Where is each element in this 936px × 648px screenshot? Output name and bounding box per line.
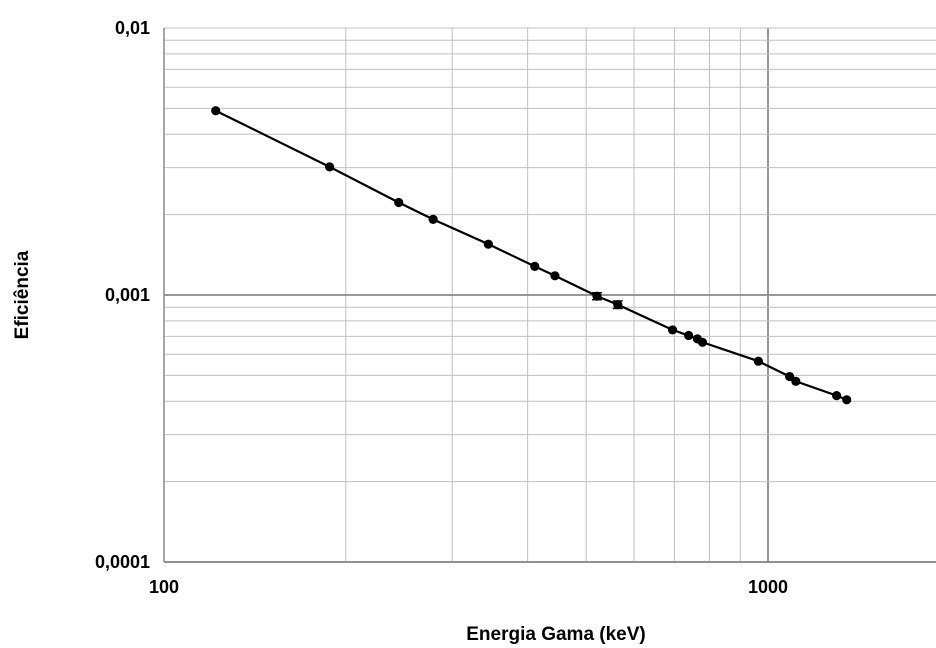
data-point (550, 271, 560, 281)
data-point (530, 261, 540, 271)
y-axis-title: Eficiência (12, 250, 33, 339)
tick-labels: 100 1000 0,01 0,001 0,0001 (95, 18, 788, 597)
data-point (211, 106, 221, 116)
data-point (697, 337, 708, 347)
y-tick-label: 0,001 (105, 285, 150, 305)
data-point (613, 300, 623, 310)
data-point (667, 325, 678, 335)
x-tick-label: 1000 (748, 577, 788, 597)
data-series (211, 106, 852, 405)
data-point (324, 162, 335, 172)
x-axis-title: Energia Gama (keV) (466, 624, 646, 645)
data-point (483, 239, 493, 249)
grid (164, 27, 936, 563)
series-line (215, 109, 848, 401)
data-point (592, 291, 602, 301)
data-point (832, 390, 842, 401)
data-point (842, 395, 852, 405)
data-point (753, 356, 763, 366)
data-point (684, 330, 694, 341)
data-point (428, 214, 438, 224)
axes (163, 28, 936, 563)
y-tick-label: 0,0001 (95, 552, 150, 572)
data-point (785, 371, 795, 382)
x-tick-label: 100 (149, 577, 179, 597)
y-tick-label: 0,01 (115, 18, 150, 38)
data-point (791, 376, 801, 386)
data-point (394, 197, 404, 208)
